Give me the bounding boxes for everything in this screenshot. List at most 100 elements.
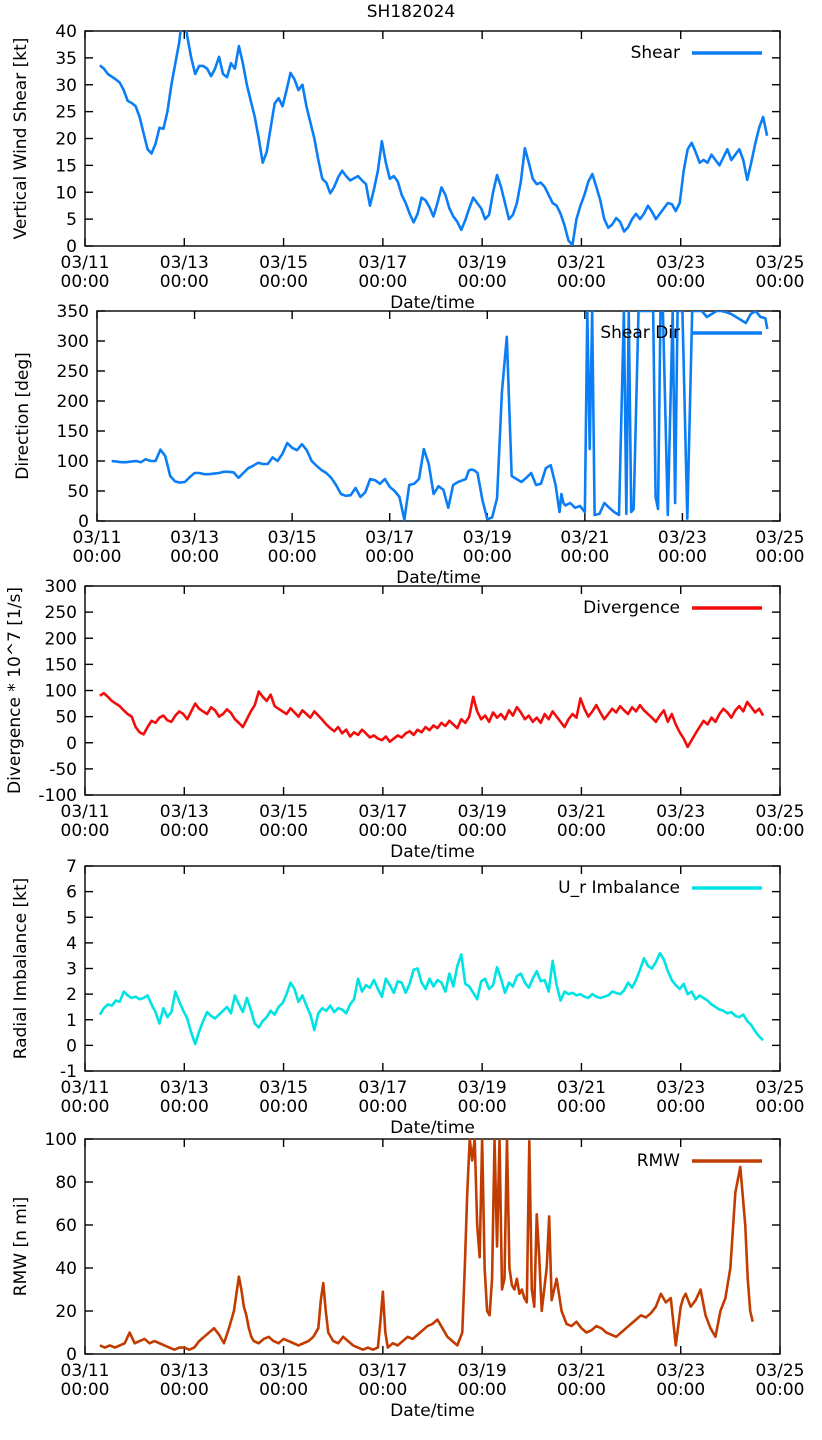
x-tick-label-date: 03/11 bbox=[61, 802, 110, 822]
x-axis-label: Date/time bbox=[396, 568, 481, 588]
y-tick-label: 2 bbox=[66, 985, 77, 1005]
legend-label: U_r Imbalance bbox=[558, 878, 680, 898]
panel-imbalance: -10123456703/1100:0003/1300:0003/1500:00… bbox=[11, 857, 805, 1138]
series-line bbox=[111, 311, 769, 521]
x-tick-label-date: 03/13 bbox=[160, 253, 209, 273]
y-tick-label: 200 bbox=[45, 629, 77, 649]
y-tick-label: 200 bbox=[57, 392, 89, 412]
x-tick-label-time: 00:00 bbox=[756, 821, 805, 841]
x-tick-label-time: 00:00 bbox=[458, 1380, 507, 1400]
y-tick-label: 250 bbox=[57, 362, 89, 382]
x-tick-label-time: 00:00 bbox=[61, 1380, 110, 1400]
x-tick-label-date: 03/23 bbox=[656, 253, 705, 273]
y-tick-label: -50 bbox=[49, 760, 77, 780]
panel-rmw: 02040608010003/1100:0003/1300:0003/1500:… bbox=[11, 1130, 805, 1421]
series-line bbox=[99, 690, 765, 749]
y-tick-label: 80 bbox=[55, 1173, 77, 1193]
page-title: SH182024 bbox=[367, 2, 455, 22]
y-tick-label: 4 bbox=[66, 934, 77, 954]
x-tick-label-time: 00:00 bbox=[259, 1097, 308, 1117]
x-tick-label-time: 00:00 bbox=[358, 1097, 407, 1117]
x-tick-label-date: 03/13 bbox=[170, 528, 219, 548]
x-tick-label-time: 00:00 bbox=[160, 272, 209, 292]
y-tick-label: 40 bbox=[55, 1259, 77, 1279]
x-tick-label-date: 03/11 bbox=[61, 253, 110, 273]
x-tick-label-date: 03/17 bbox=[365, 528, 414, 548]
legend-label: Shear Dir bbox=[600, 323, 680, 343]
x-tick-label-time: 00:00 bbox=[358, 272, 407, 292]
series-line bbox=[99, 1139, 754, 1351]
y-tick-label: 50 bbox=[67, 482, 89, 502]
x-tick-label-date: 03/21 bbox=[560, 528, 609, 548]
x-tick-label-date: 03/19 bbox=[458, 1361, 507, 1381]
x-tick-label-time: 00:00 bbox=[170, 547, 219, 567]
y-tick-label: 5 bbox=[66, 908, 77, 928]
y-axis-label: Direction [deg] bbox=[13, 352, 33, 480]
y-tick-label: 0 bbox=[66, 734, 77, 754]
x-tick-label-date: 03/19 bbox=[458, 1078, 507, 1098]
x-tick-label-time: 00:00 bbox=[259, 1380, 308, 1400]
x-tick-label-time: 00:00 bbox=[756, 1097, 805, 1117]
x-tick-label-time: 00:00 bbox=[560, 547, 609, 567]
x-tick-label-time: 00:00 bbox=[61, 272, 110, 292]
y-tick-label: 300 bbox=[45, 577, 77, 597]
y-tick-label: 0 bbox=[78, 512, 89, 532]
y-tick-label: 3 bbox=[66, 960, 77, 980]
y-tick-label: 250 bbox=[45, 603, 77, 623]
y-axis-label: Vertical Wind Shear [kt] bbox=[11, 38, 31, 240]
panels-group: 051015202530354003/1100:0003/1300:0003/1… bbox=[5, 22, 805, 1421]
x-tick-label-date: 03/23 bbox=[658, 528, 707, 548]
x-tick-label-time: 00:00 bbox=[268, 547, 317, 567]
x-tick-label-time: 00:00 bbox=[259, 272, 308, 292]
y-tick-label: 1 bbox=[66, 1011, 77, 1031]
x-tick-label-date: 03/25 bbox=[756, 802, 805, 822]
x-tick-label-date: 03/15 bbox=[259, 802, 308, 822]
y-tick-label: 6 bbox=[66, 883, 77, 903]
x-tick-label-date: 03/13 bbox=[160, 1078, 209, 1098]
x-tick-label-date: 03/11 bbox=[61, 1361, 110, 1381]
y-tick-label: 7 bbox=[66, 857, 77, 877]
y-axis-label: Divergence * 10^7 [1/s] bbox=[5, 587, 25, 794]
x-tick-label-date: 03/17 bbox=[358, 802, 407, 822]
y-tick-label: 0 bbox=[66, 237, 77, 257]
x-tick-label-date: 03/23 bbox=[656, 802, 705, 822]
y-axis-label: Radial Imbalance [kt] bbox=[11, 878, 31, 1060]
x-tick-label-time: 00:00 bbox=[73, 547, 122, 567]
y-tick-label: 0 bbox=[66, 1036, 77, 1056]
x-tick-label-date: 03/19 bbox=[463, 528, 512, 548]
x-tick-label-time: 00:00 bbox=[160, 1380, 209, 1400]
x-tick-label-time: 00:00 bbox=[458, 1097, 507, 1117]
series-line bbox=[99, 31, 769, 246]
x-tick-label-time: 00:00 bbox=[61, 1097, 110, 1117]
x-tick-label-date: 03/11 bbox=[61, 1078, 110, 1098]
x-axis-label: Date/time bbox=[390, 842, 475, 862]
x-tick-label-time: 00:00 bbox=[656, 821, 705, 841]
y-tick-label: 40 bbox=[55, 22, 77, 42]
x-tick-label-time: 00:00 bbox=[358, 821, 407, 841]
x-tick-label-date: 03/21 bbox=[557, 1361, 606, 1381]
y-tick-label: -1 bbox=[60, 1062, 77, 1082]
x-tick-label-time: 00:00 bbox=[61, 821, 110, 841]
plot-frame bbox=[96, 310, 781, 522]
x-tick-label-time: 00:00 bbox=[160, 1097, 209, 1117]
y-tick-label: 25 bbox=[55, 103, 77, 123]
x-tick-label-date: 03/11 bbox=[73, 528, 122, 548]
x-tick-label-date: 03/25 bbox=[756, 1078, 805, 1098]
x-tick-label-date: 03/17 bbox=[358, 1078, 407, 1098]
x-tick-label-date: 03/13 bbox=[160, 802, 209, 822]
x-tick-label-time: 00:00 bbox=[365, 547, 414, 567]
y-tick-label: 10 bbox=[55, 183, 77, 203]
x-tick-label-date: 03/23 bbox=[656, 1078, 705, 1098]
x-tick-label-date: 03/25 bbox=[756, 253, 805, 273]
x-tick-label-time: 00:00 bbox=[463, 547, 512, 567]
x-tick-label-date: 03/17 bbox=[358, 1361, 407, 1381]
y-tick-label: 15 bbox=[55, 156, 77, 176]
x-tick-label-time: 00:00 bbox=[259, 821, 308, 841]
x-tick-label-time: 00:00 bbox=[458, 272, 507, 292]
y-tick-label: 150 bbox=[45, 655, 77, 675]
y-tick-label: 150 bbox=[57, 422, 89, 442]
y-tick-label: 50 bbox=[55, 708, 77, 728]
panel-shear: 051015202530354003/1100:0003/1300:0003/1… bbox=[11, 22, 805, 313]
legend-label: Shear bbox=[631, 43, 680, 63]
